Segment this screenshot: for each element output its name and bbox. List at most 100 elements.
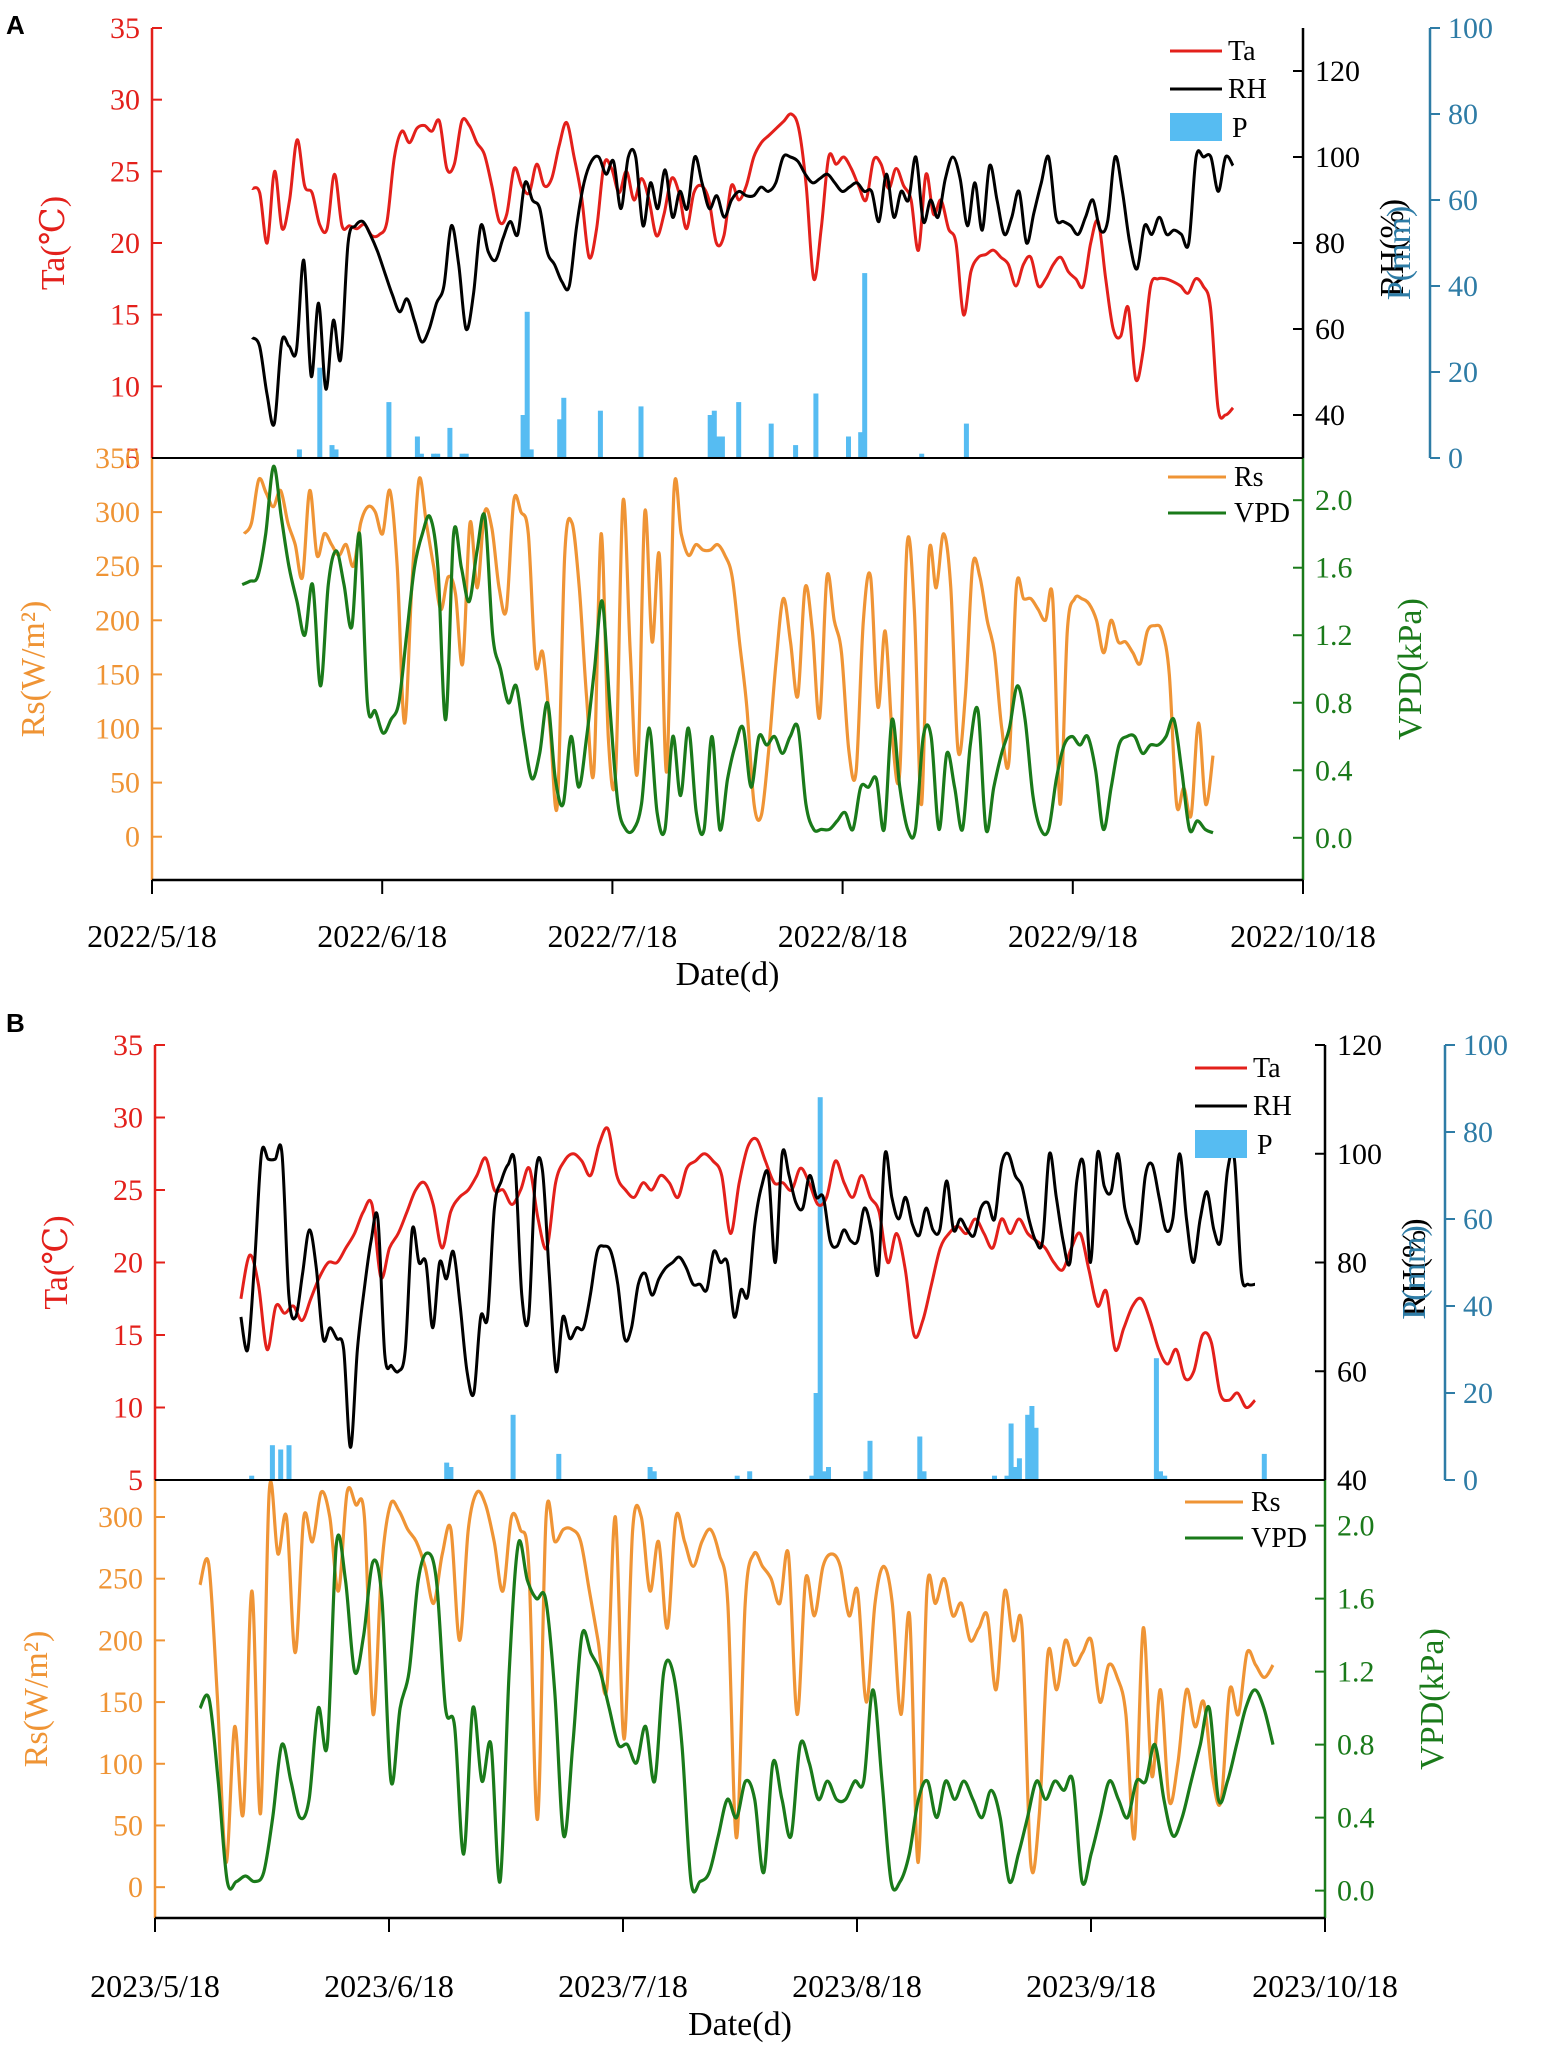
p-bar <box>867 1440 873 1480</box>
rs-tick-label: 300 <box>95 496 140 529</box>
rs-tick-label: 50 <box>110 767 140 800</box>
x-tick-label: 2022/9/18 <box>1008 918 1138 954</box>
rs-tick-label: 0 <box>125 821 140 854</box>
x-tick-label: 2023/7/18 <box>558 1968 688 2004</box>
p-bar <box>249 1475 255 1480</box>
rh-axis-label: RH(%) <box>1374 199 1411 297</box>
x-tick-label: 2022/8/18 <box>778 918 908 954</box>
rs-tick-label: 200 <box>95 604 140 637</box>
legend-ta-label: Ta <box>1253 1053 1281 1084</box>
rs-tick-label: 250 <box>95 550 140 583</box>
x-tick-label: 2022/6/18 <box>317 918 447 954</box>
p-bar <box>418 453 424 458</box>
rs-tick-label: 150 <box>95 658 140 691</box>
p-bar <box>510 1414 516 1481</box>
p-bar <box>919 453 925 458</box>
p-bar <box>817 1097 823 1480</box>
ta-axis-label: Ta(℃) <box>38 1215 75 1309</box>
p-bar <box>813 393 819 458</box>
ta-tick-label: 35 <box>113 1029 143 1062</box>
ta-tick-label: 15 <box>110 299 140 332</box>
rs-tick-label: 200 <box>98 1624 143 1657</box>
legend-vpd-label: VPD <box>1234 498 1290 529</box>
x-tick-label: 2023/6/18 <box>324 1968 454 2004</box>
p-bar <box>329 445 335 458</box>
p-tick-label: 40 <box>1463 1290 1493 1323</box>
rh-series-line <box>239 1143 1256 1449</box>
rh-tick-label: 100 <box>1315 141 1360 174</box>
p-bar <box>992 1475 997 1480</box>
ta-series-line <box>239 1126 1257 1410</box>
p-axis-label: P(mm) <box>1396 1225 1433 1319</box>
ta-tick-label: 15 <box>113 1319 143 1352</box>
vpd-axis-label: VPD(kPa) <box>1392 598 1429 740</box>
p-bar <box>556 1453 562 1480</box>
p-bar <box>414 436 420 458</box>
p-bar <box>719 436 725 458</box>
p-bar <box>444 1462 450 1480</box>
ta-tick-label: 5 <box>125 442 140 475</box>
p-bar <box>269 1445 275 1480</box>
p-bar <box>734 1475 740 1480</box>
p-bar <box>846 436 851 458</box>
vpd-series-line <box>198 1533 1275 1894</box>
p-bar <box>317 367 323 458</box>
rs-tick-label: 0 <box>128 1871 143 1904</box>
legend-vpd-label: VPD <box>1251 1523 1307 1554</box>
rh-series-line <box>251 147 1235 427</box>
rh-axis-label: RH(%) <box>1396 1218 1433 1316</box>
p-bar <box>524 311 530 458</box>
ta-tick-label: 10 <box>113 1392 143 1425</box>
p-tick-label: 100 <box>1448 12 1493 45</box>
legend-p-label: P <box>1232 113 1248 144</box>
p-bar <box>557 419 563 458</box>
p-bar <box>768 423 774 458</box>
panel-letter: B <box>6 1008 25 1038</box>
legend-p-swatch <box>1195 1130 1247 1158</box>
rs-tick-label: 300 <box>98 1501 143 1534</box>
p-bar <box>463 453 469 458</box>
p-bar <box>821 1471 827 1480</box>
rs-axis-label: Rs(W/m²) <box>18 1631 55 1768</box>
p-bar <box>638 406 644 458</box>
rh-tick-label: 120 <box>1337 1029 1382 1062</box>
ta-tick-label: 25 <box>113 1174 143 1207</box>
vpd-tick-label: 1.2 <box>1337 1656 1375 1689</box>
vpd-tick-label: 1.6 <box>1337 1583 1375 1616</box>
x-tick-label: 2022/7/18 <box>548 918 678 954</box>
x-tick-label: 2023/5/18 <box>90 1968 220 2004</box>
p-bar <box>711 410 717 458</box>
p-bar <box>1153 1358 1159 1480</box>
p-bar <box>651 1471 657 1480</box>
p-tick-label: 80 <box>1463 1116 1493 1149</box>
p-bar <box>858 432 864 458</box>
vpd-axis-label: VPD(kPa) <box>1414 1628 1451 1770</box>
p-axis-label: P(mm) <box>1381 206 1418 300</box>
p-bar <box>826 1467 831 1480</box>
ta-tick-label: 20 <box>110 227 140 260</box>
p-bar <box>459 453 465 458</box>
panel-b: B 35 30 25 20 15 10 5 Ta(℃) 120 100 80 60 40 RH(%) 100 8… <box>6 1008 1508 2043</box>
p-bar <box>561 397 567 458</box>
rs-tick-label: 150 <box>98 1686 143 1719</box>
p-bar <box>813 1393 819 1480</box>
ta-tick-label: 5 <box>128 1464 143 1497</box>
p-bar <box>1008 1423 1014 1480</box>
x-tick-label: 2023/8/18 <box>792 1968 922 2004</box>
rh-tick-label: 60 <box>1315 313 1345 346</box>
p-bar <box>862 273 868 458</box>
p-bar <box>448 1467 454 1480</box>
legend-rs-label: Rs <box>1234 462 1264 493</box>
ta-axis-label: Ta(℃) <box>35 196 72 290</box>
p-tick-label: 40 <box>1448 270 1478 303</box>
p-bar <box>747 1471 753 1480</box>
vpd-tick-label: 0.0 <box>1315 822 1353 855</box>
x-axis-label: Date(d) <box>688 2006 792 2043</box>
p-bar <box>921 1471 927 1480</box>
p-bar <box>809 1475 815 1480</box>
vpd-tick-label: 2.0 <box>1315 484 1353 517</box>
vpd-tick-label: 0.0 <box>1337 1875 1375 1908</box>
ta-series-line <box>251 112 1235 420</box>
